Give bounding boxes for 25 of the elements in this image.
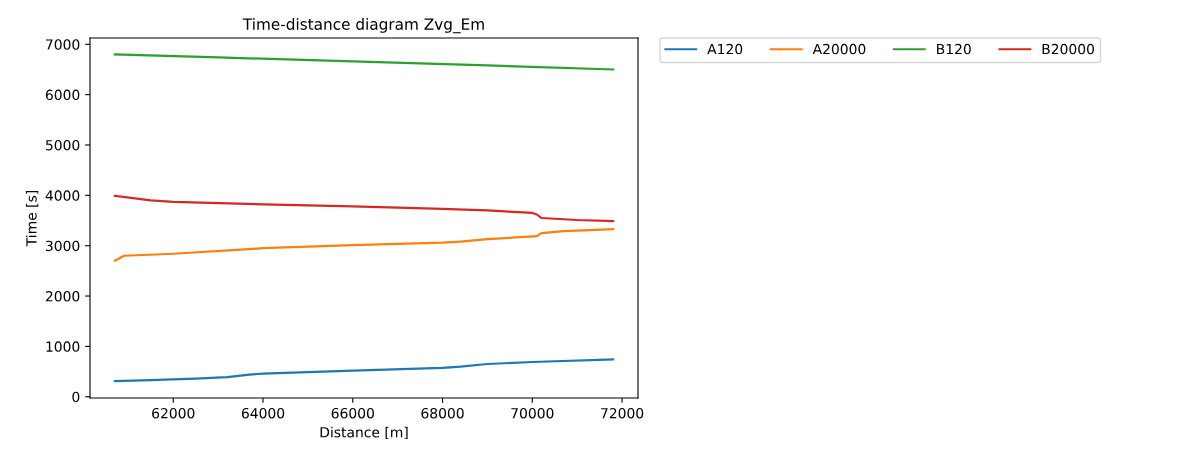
line-series [113, 358, 615, 383]
y-tick-label: 5000 [46, 139, 80, 151]
x-tick-label: 64000 [241, 407, 285, 419]
x-tick-label: 66000 [331, 407, 374, 419]
legend-label: B20000 [1042, 43, 1094, 55]
line-series [113, 227, 615, 262]
line-series [113, 53, 615, 71]
y-tick-label: 1000 [46, 341, 80, 352]
y-tick-label: 0 [72, 391, 80, 403]
x-tick-label: 70000 [511, 407, 554, 419]
chart-title: Time-distance diagram Zvg_Em [242, 18, 484, 34]
x-tick-label: 72000 [601, 407, 644, 419]
y-tick-label: 7000 [46, 39, 80, 50]
y-axis-title: Time [s] [25, 190, 39, 247]
x-axis-title: Distance [m] [320, 426, 408, 440]
legend-label: A20000 [812, 43, 866, 55]
y-tick-label: 2000 [45, 291, 80, 302]
y-tick-label: 6000 [45, 89, 80, 101]
y-tick-label: 4000 [45, 190, 80, 201]
legend-label: A120 [707, 43, 743, 55]
x-tick-label: 62000 [152, 407, 195, 419]
y-tick-label: 3000 [45, 240, 80, 252]
line-series [113, 194, 615, 223]
x-tick-label: 68000 [421, 407, 464, 419]
legend-label: B120 [937, 43, 971, 55]
